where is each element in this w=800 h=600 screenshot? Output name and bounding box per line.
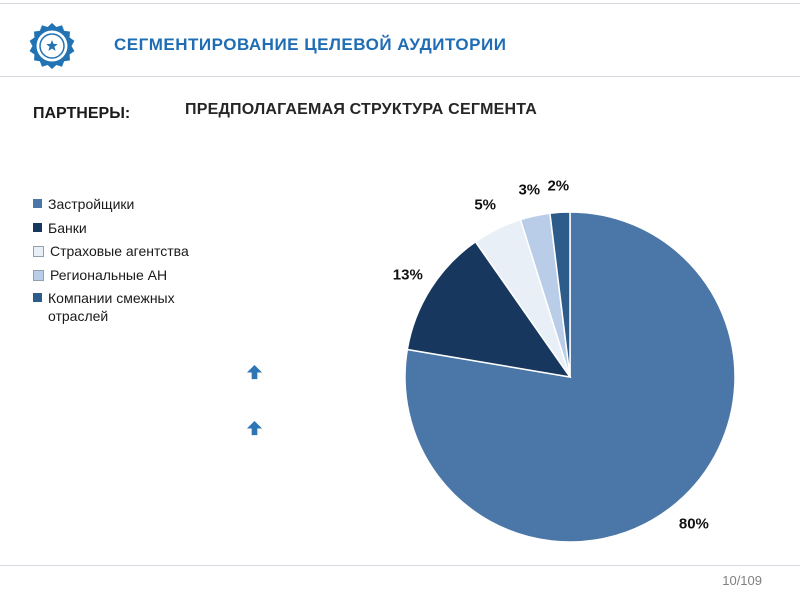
legend-item: Застройщики (33, 196, 243, 214)
pie-data-label: 5% (474, 197, 496, 214)
legend-marker-icon (33, 246, 44, 257)
footer-divider (0, 565, 800, 566)
pie-data-label: 2% (547, 177, 569, 194)
legend-item: Региональные АН (33, 267, 243, 285)
legend-marker-icon (33, 199, 42, 208)
legend-label: Страховые агентства (50, 243, 189, 259)
legend-label: Компании смежных отраслей (48, 290, 175, 324)
pie-data-label: 3% (518, 181, 540, 198)
slide-title: СЕГМЕНТИРОВАНИЕ ЦЕЛЕВОЙ АУДИТОРИИ (114, 35, 507, 54)
header-divider (0, 76, 800, 77)
logo-badge-icon (29, 23, 75, 69)
up-arrow-icon (246, 364, 263, 380)
chart-legend: Застройщики Банки Страховые агентства Ре… (33, 196, 243, 325)
top-divider (0, 3, 800, 4)
pie-slice (549, 211, 571, 378)
legend-item: Банки (33, 220, 243, 238)
chart-title: ПРЕДПОЛАГАЕМАЯ СТРУКТУРА СЕГМЕНТА (185, 101, 537, 118)
legend-marker-icon (33, 293, 42, 302)
pie-slice (406, 240, 572, 379)
pie-data-label: 80% (679, 516, 709, 533)
legend-item: Страховые агентства (33, 243, 243, 261)
legend-label: Региональные АН (50, 266, 168, 283)
pie-chart: 80% 13% 5% 3% 2% (393, 177, 736, 543)
legend-item: Компании смежных отраслей (33, 290, 243, 325)
legend-marker-icon (33, 269, 44, 281)
partners-label: ПАРТНЕРЫ: (33, 105, 131, 122)
up-arrow-icon (246, 420, 263, 436)
legend-marker-icon (33, 222, 42, 232)
page-number: 10/109 (722, 573, 762, 588)
legend-label: Застройщики (48, 196, 135, 212)
pie-data-label: 13% (393, 266, 423, 283)
legend-label: Банки (48, 219, 87, 236)
